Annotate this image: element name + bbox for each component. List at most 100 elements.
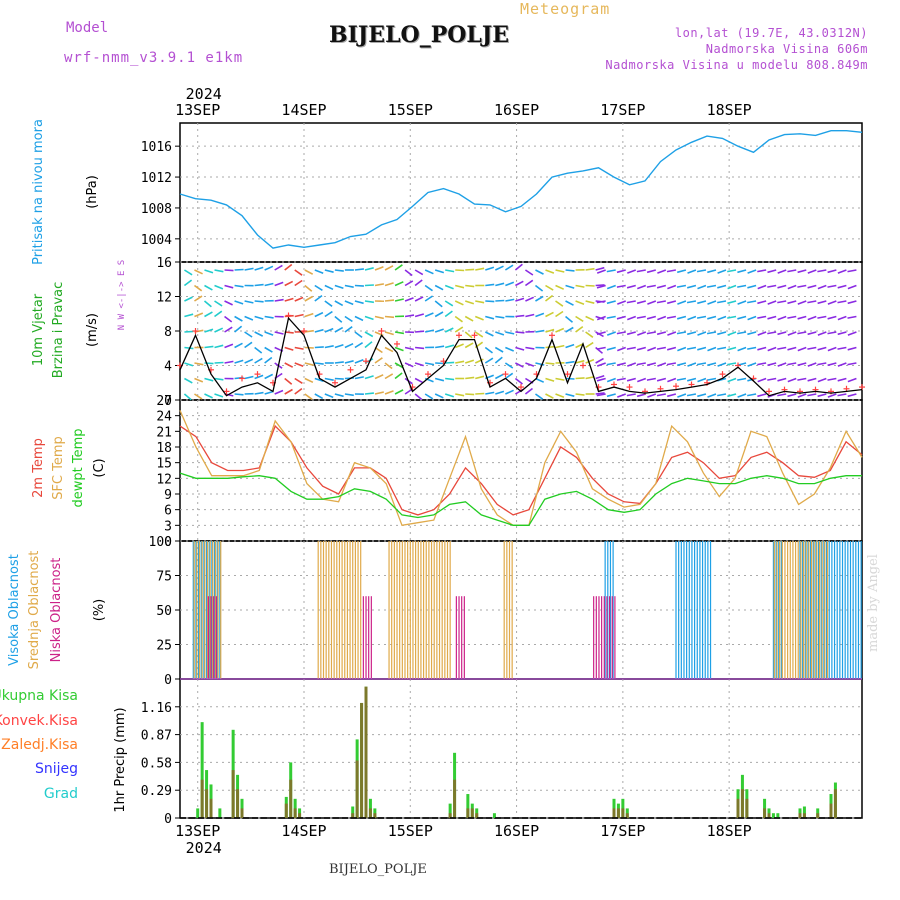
wind-barb	[747, 300, 757, 304]
wind-barb	[617, 300, 626, 305]
precip-bar-convective	[616, 808, 620, 818]
wind-barb	[415, 346, 425, 350]
precip-bar-convective	[298, 813, 302, 818]
wind-barb	[284, 362, 294, 368]
wind-barb	[767, 269, 777, 274]
elevation-text: Nadmorska Visina 606m	[705, 42, 868, 56]
wind-barb	[627, 362, 637, 367]
wind-barb	[727, 346, 737, 351]
wind-barb	[555, 344, 565, 349]
wind-barb	[666, 269, 677, 273]
wind-barb	[354, 342, 364, 349]
wind-barb	[445, 269, 455, 273]
precip-bar-convective	[236, 789, 240, 818]
y-tick-label: 16	[156, 256, 172, 271]
wind-barb	[374, 374, 384, 380]
wind-barb	[737, 377, 747, 381]
wind-barb	[837, 300, 847, 304]
wind-barb	[827, 284, 837, 288]
x-day-label-top: 18SEP	[707, 101, 752, 119]
y-tick-label: 1.16	[141, 701, 172, 716]
wind-barb	[334, 284, 344, 290]
wind-barb	[696, 315, 707, 319]
wind-barb	[384, 265, 394, 271]
wind-barb	[706, 377, 717, 381]
wind-barb	[817, 362, 827, 366]
precip-bar-convective	[625, 813, 629, 818]
wind-barb	[224, 326, 233, 333]
wind-barb	[454, 300, 464, 306]
wind-barb	[314, 328, 324, 333]
y-tick-label: 0	[164, 394, 172, 409]
wind-barb	[284, 377, 293, 385]
wind-barb	[334, 361, 344, 364]
wind-barb	[304, 312, 314, 318]
wind-barb	[394, 362, 404, 369]
wind-barb	[444, 284, 454, 290]
wind-barb	[555, 269, 565, 273]
y-tick-label: 6	[164, 504, 172, 519]
wind-barb	[555, 310, 564, 318]
wind-barb	[717, 315, 727, 321]
wind-barb	[757, 331, 767, 336]
wind-barb	[847, 362, 857, 366]
wind-barb	[204, 269, 214, 274]
wind-barb	[324, 310, 333, 318]
wind-barb	[354, 315, 364, 322]
temp-unit: (C)	[92, 458, 107, 477]
x-day-label-top: 17SEP	[600, 101, 645, 119]
wind-barb	[707, 362, 717, 367]
precip-bar-total	[200, 722, 204, 818]
y-tick-label: 8	[164, 325, 172, 340]
wind-barb	[697, 346, 707, 351]
wind-barb	[606, 331, 616, 336]
wind-barb	[404, 346, 414, 351]
wind-barb	[545, 377, 555, 382]
wind-barb	[494, 373, 504, 380]
y-tick-label: 0.29	[141, 784, 172, 799]
wind-barb	[364, 315, 374, 321]
wind-barb	[374, 315, 384, 320]
wind-barb	[596, 269, 606, 274]
wind-barb	[334, 315, 343, 323]
wind-barb	[384, 362, 393, 370]
wind-barb	[515, 280, 524, 287]
wind-barb	[434, 377, 445, 382]
wind-barb	[274, 298, 284, 302]
wind-barb	[616, 284, 626, 288]
precip-bar-convective	[453, 779, 457, 818]
wind-barb	[636, 362, 646, 366]
temp-line-1	[179, 410, 863, 527]
wind-barb	[595, 374, 605, 380]
wind-barb	[525, 296, 535, 302]
wind-barb	[747, 362, 757, 367]
model-label: Model	[66, 20, 109, 36]
wind-barb	[807, 300, 817, 304]
wind-barb	[717, 346, 727, 350]
wind-barb	[657, 269, 667, 274]
precip-axis-title: 1hr Precip (mm)	[113, 707, 128, 812]
wind-barb	[244, 315, 254, 321]
wind-barb	[214, 361, 224, 364]
wind-barb	[606, 393, 616, 398]
x-day-label-bottom: 13SEP	[175, 822, 220, 840]
wind-barb	[344, 360, 354, 364]
wind-barb	[747, 346, 757, 350]
x-day-label-bottom: 16SEP	[494, 822, 539, 840]
precip-bar-convective	[745, 798, 749, 818]
wind-barb	[384, 331, 394, 336]
wind-barb	[414, 313, 425, 318]
wind-barb	[777, 284, 787, 289]
temp-axis-title: SFC Temp	[51, 436, 66, 500]
y-tick-label: 4	[164, 360, 172, 375]
footer-station: BIJELO_POLJE	[329, 862, 427, 877]
wind-barb	[324, 327, 334, 333]
wind-barb	[565, 377, 575, 380]
wind-barb	[687, 362, 697, 367]
wind-barb	[575, 393, 585, 396]
wind-barb	[204, 328, 214, 333]
wind-barb	[214, 284, 224, 290]
wind-barb	[465, 359, 475, 364]
wind-barb	[807, 346, 817, 350]
cloud-axis-title: Niska Oblacnost	[49, 558, 64, 663]
